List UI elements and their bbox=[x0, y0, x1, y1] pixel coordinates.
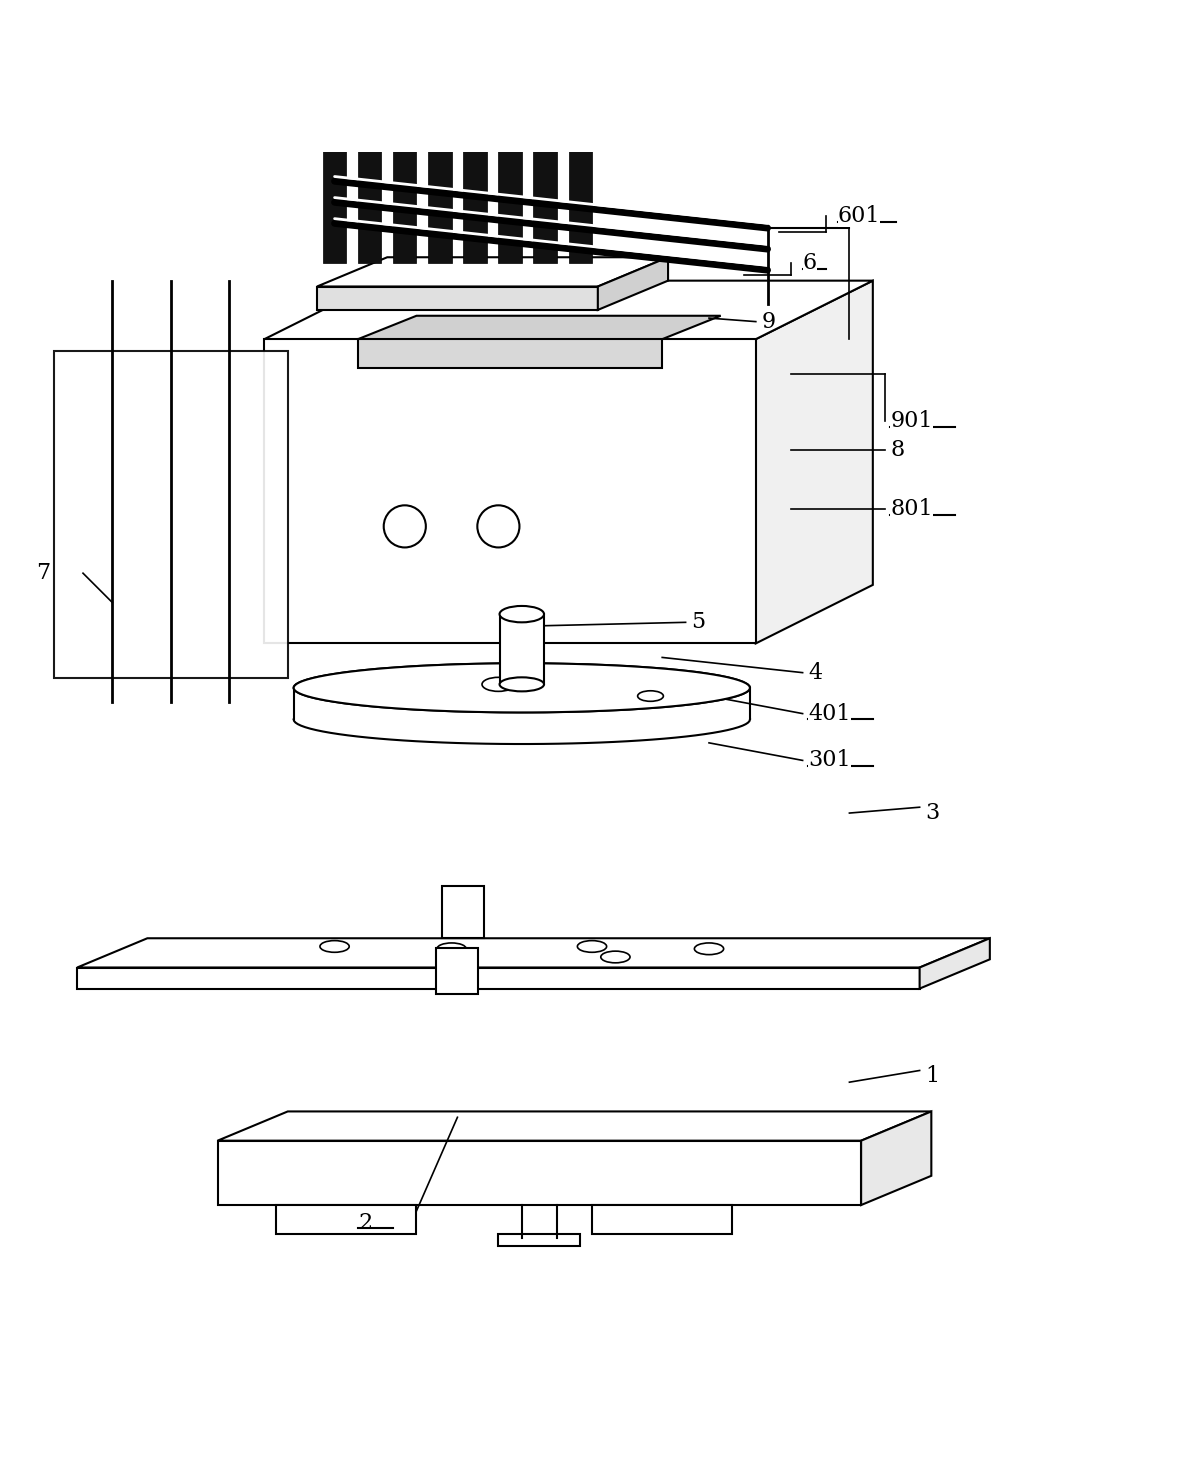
Ellipse shape bbox=[638, 691, 663, 702]
Ellipse shape bbox=[320, 940, 349, 952]
Polygon shape bbox=[498, 1234, 580, 1246]
Polygon shape bbox=[294, 663, 749, 712]
Polygon shape bbox=[317, 286, 598, 310]
Polygon shape bbox=[218, 1111, 932, 1141]
FancyBboxPatch shape bbox=[437, 948, 478, 995]
Polygon shape bbox=[598, 258, 668, 310]
Polygon shape bbox=[358, 41, 381, 262]
Polygon shape bbox=[317, 258, 668, 286]
Ellipse shape bbox=[437, 943, 466, 955]
Circle shape bbox=[384, 506, 426, 547]
Ellipse shape bbox=[429, 32, 451, 50]
Polygon shape bbox=[463, 41, 487, 262]
Polygon shape bbox=[264, 280, 873, 339]
Text: 801: 801 bbox=[890, 498, 933, 520]
Ellipse shape bbox=[463, 32, 487, 50]
Polygon shape bbox=[218, 1141, 861, 1206]
Ellipse shape bbox=[323, 32, 346, 50]
Polygon shape bbox=[861, 1111, 932, 1206]
Ellipse shape bbox=[568, 32, 592, 50]
Text: 4: 4 bbox=[809, 662, 823, 684]
Text: 9: 9 bbox=[761, 311, 776, 333]
Polygon shape bbox=[393, 41, 417, 262]
Ellipse shape bbox=[294, 663, 749, 712]
Polygon shape bbox=[77, 967, 920, 989]
Text: 901: 901 bbox=[890, 410, 933, 432]
Polygon shape bbox=[264, 339, 755, 643]
Ellipse shape bbox=[358, 32, 381, 50]
Text: 401: 401 bbox=[809, 703, 851, 725]
Polygon shape bbox=[755, 280, 873, 643]
Ellipse shape bbox=[600, 951, 630, 963]
Ellipse shape bbox=[437, 949, 466, 961]
Polygon shape bbox=[498, 41, 522, 262]
Text: 301: 301 bbox=[809, 749, 851, 771]
Polygon shape bbox=[53, 351, 288, 678]
Ellipse shape bbox=[534, 32, 556, 50]
Polygon shape bbox=[358, 339, 662, 368]
Bar bbox=[500, 615, 543, 684]
Polygon shape bbox=[920, 939, 990, 989]
Ellipse shape bbox=[694, 943, 723, 955]
Circle shape bbox=[477, 506, 520, 547]
Polygon shape bbox=[77, 939, 990, 967]
Text: 1: 1 bbox=[926, 1066, 940, 1088]
Polygon shape bbox=[592, 1206, 733, 1234]
Ellipse shape bbox=[500, 606, 543, 622]
Ellipse shape bbox=[500, 678, 543, 691]
Polygon shape bbox=[568, 41, 592, 262]
Polygon shape bbox=[323, 41, 346, 262]
Polygon shape bbox=[534, 41, 556, 262]
Polygon shape bbox=[429, 41, 451, 262]
Text: 7: 7 bbox=[37, 562, 51, 584]
Bar bbox=[443, 886, 484, 939]
Ellipse shape bbox=[578, 940, 606, 952]
Text: 2: 2 bbox=[358, 1212, 372, 1234]
Ellipse shape bbox=[393, 32, 417, 50]
Text: 601: 601 bbox=[838, 205, 880, 227]
Polygon shape bbox=[276, 1206, 417, 1234]
Text: 5: 5 bbox=[691, 612, 706, 634]
Polygon shape bbox=[358, 315, 721, 339]
Text: 6: 6 bbox=[803, 252, 817, 274]
Text: 8: 8 bbox=[890, 439, 905, 461]
Text: 3: 3 bbox=[926, 802, 940, 824]
Ellipse shape bbox=[498, 32, 522, 50]
Ellipse shape bbox=[482, 678, 515, 691]
